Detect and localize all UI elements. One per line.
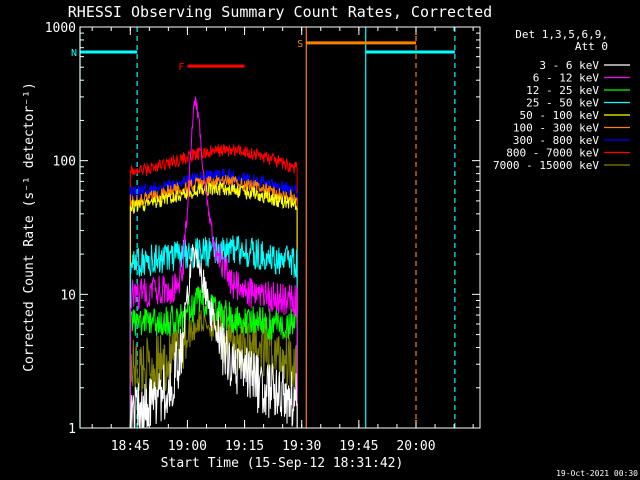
x-tick-label-0: 18:45	[111, 439, 150, 454]
x-axis: 18:45 19:00 19:15 19:30 19:45 20:00	[91, 27, 474, 454]
series-line-1	[129, 96, 298, 428]
annotation-label-2: S	[297, 39, 303, 50]
x-tick-label-2: 19:15	[225, 439, 264, 454]
legend-label-8: 7000 - 15000 keV	[493, 159, 599, 172]
legend-label-5: 100 - 300 keV	[513, 122, 599, 135]
legend-label-0: 3 - 6 keV	[539, 59, 599, 72]
y-tick-label-3: 1000	[45, 21, 76, 36]
plot-frame	[79, 26, 481, 429]
legend-label-4: 50 - 100 keV	[520, 109, 600, 122]
plot-area: N F S	[71, 27, 456, 429]
y-axis: 1 10 100 1000	[45, 21, 480, 437]
x-tick-label-3: 19:30	[282, 439, 321, 454]
series-line-2	[129, 285, 298, 428]
legend-label-6: 300 - 800 keV	[513, 134, 599, 147]
series-line-6	[129, 167, 298, 428]
legend-label-7: 800 - 7000 keV	[506, 147, 599, 160]
x-tick-label-4: 19:45	[339, 439, 378, 454]
series-line-0	[129, 244, 298, 429]
legend-header-0: Det 1,3,5,6,9,	[515, 28, 608, 41]
legend-label-3: 25 - 50 keV	[526, 97, 599, 110]
series-line-7	[129, 144, 298, 428]
annotation-label-0: N	[71, 48, 77, 59]
x-tick-label-1: 19:00	[168, 439, 207, 454]
footer-timestamp: 19-Oct-2021 00:30	[556, 469, 638, 478]
y-tick-label-2: 100	[53, 155, 76, 170]
legend-label-1: 6 - 12 keV	[533, 72, 600, 85]
x-tick-label-5: 20:00	[396, 439, 435, 454]
y-axis-label: Corrected Count Rate (s⁻¹ detector⁻¹)	[22, 82, 37, 372]
legend-header-1: Att 0	[575, 40, 608, 53]
y-tick-label-0: 1	[68, 422, 76, 437]
annotation-label-1: F	[178, 62, 184, 73]
x-axis-label: Start Time (15-Sep-12 18:31:42)	[161, 456, 404, 471]
chart-title: RHESSI Observing Summary Count Rates, Co…	[68, 3, 492, 21]
legend-label-2: 12 - 25 keV	[526, 84, 599, 97]
series-line-4	[129, 181, 298, 428]
y-tick-label-1: 10	[60, 288, 76, 303]
